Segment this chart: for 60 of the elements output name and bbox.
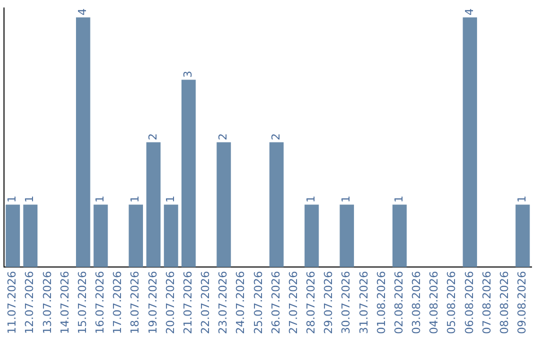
x-tick-label: 17.07.2026 (111, 271, 124, 334)
x-tick-label: 01.08.2026 (374, 271, 388, 334)
data-label: 2 (146, 133, 160, 140)
x-tick-label: 08.08.2026 (498, 271, 511, 334)
bar (216, 142, 231, 268)
x-tick-label: 07.08.2026 (480, 271, 494, 334)
bar (340, 204, 354, 268)
x-tick-label: 18.07.2026 (128, 271, 142, 334)
x-tick-label: 20.07.2026 (164, 271, 177, 334)
bar (128, 204, 143, 268)
x-tick-label: 24.07.2026 (234, 271, 248, 334)
x-tick-label: 16.07.2026 (94, 271, 107, 334)
data-label: 1 (516, 196, 529, 203)
data-label: 1 (6, 196, 19, 203)
x-tick-label: 11.07.2026 (6, 271, 19, 334)
data-label: 1 (304, 196, 318, 203)
bar (304, 204, 319, 268)
x-tick-label: 21.07.2026 (181, 271, 194, 334)
bar (392, 204, 407, 268)
data-label: 1 (340, 196, 353, 203)
x-tick-label: 02.08.2026 (392, 271, 406, 334)
x-tick-label: 06.08.2026 (462, 271, 476, 334)
x-tick-label: 09.08.2026 (516, 271, 529, 334)
x-tick-label: 19.07.2026 (146, 271, 160, 334)
data-label: 1 (128, 196, 142, 203)
data-label: 3 (181, 70, 194, 78)
bar (23, 204, 38, 268)
data-label: 1 (23, 196, 36, 203)
data-label: 1 (164, 196, 177, 203)
x-tick-label: 04.08.2026 (428, 271, 441, 334)
bar (146, 142, 161, 268)
x-tick-label: 31.07.2026 (357, 271, 370, 334)
x-tick-label: 12.07.2026 (23, 271, 36, 334)
x-tick-label: 25.07.2026 (252, 271, 265, 334)
x-tick-label: 03.08.2026 (410, 271, 424, 334)
bar (94, 204, 108, 268)
x-tick-label: 05.08.2026 (445, 271, 458, 334)
x-tick-label: 22.07.2026 (199, 271, 212, 334)
x-tick-label: 13.07.2026 (40, 271, 54, 334)
data-label: 4 (462, 8, 476, 16)
x-tick-label: 26.07.2026 (269, 271, 282, 334)
bar (516, 204, 530, 268)
bar (6, 204, 20, 268)
x-tick-label: 27.07.2026 (286, 271, 300, 334)
bar (181, 80, 196, 268)
data-label: 2 (269, 133, 282, 140)
x-tick-label: 30.07.2026 (340, 271, 353, 334)
data-label: 1 (392, 196, 406, 203)
x-tick-label: 14.07.2026 (58, 271, 72, 334)
bar (269, 142, 284, 268)
data-label: 2 (216, 133, 230, 140)
bar (76, 17, 90, 268)
x-tick-label: 23.07.2026 (216, 271, 230, 334)
x-tick-label: 28.07.2026 (304, 271, 318, 334)
data-label: 1 (94, 196, 107, 203)
bar (462, 17, 478, 268)
x-tick-label: 29.07.2026 (322, 271, 336, 334)
data-label: 4 (76, 8, 89, 16)
bar (164, 204, 178, 268)
x-tick-label: 15.07.2026 (76, 271, 89, 334)
